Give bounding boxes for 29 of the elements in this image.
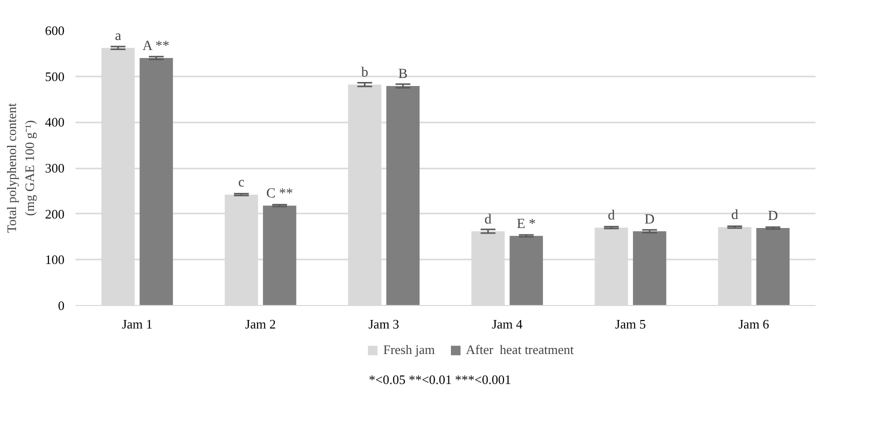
y-tick-label: 200 — [45, 206, 64, 222]
annotation: D — [644, 212, 655, 228]
annotation: B — [398, 66, 408, 82]
annotation: E * — [516, 216, 536, 232]
x-tick-label: Jam 3 — [368, 316, 400, 332]
y-tick-label: 400 — [45, 114, 64, 130]
y-tick-label: 100 — [45, 252, 64, 268]
x-tick-label: Jam 6 — [738, 316, 770, 332]
x-tick-label: Jam 4 — [492, 316, 524, 332]
x-tick-label: Jam 2 — [245, 316, 276, 332]
legend-label: Fresh jam — [383, 342, 435, 358]
annotation: d — [608, 208, 615, 224]
y-tick-label: 300 — [45, 160, 64, 176]
y-tick-label: 500 — [45, 68, 64, 84]
legend-label: After heat treatment — [466, 342, 574, 358]
x-tick-label: Jam 1 — [122, 316, 153, 332]
annotation: d — [731, 208, 738, 224]
annotation: D — [768, 209, 778, 224]
y-axis-title: Total polyphenol content (mg GAE 100 g⁻¹) — [4, 102, 37, 233]
x-tick-label: Jam 5 — [615, 316, 646, 332]
text: *<0.05 **<0.01 ***<0.001 — [368, 371, 512, 389]
annotation: a — [114, 28, 122, 44]
annotation: C ** — [266, 186, 294, 202]
annotation: c — [238, 176, 244, 191]
annotation: d — [484, 212, 492, 228]
annotation: A ** — [142, 39, 170, 54]
y-tick-label: 600 — [45, 23, 64, 38]
y-tick-label: 0 — [58, 298, 64, 313]
annotation: b — [361, 66, 368, 81]
